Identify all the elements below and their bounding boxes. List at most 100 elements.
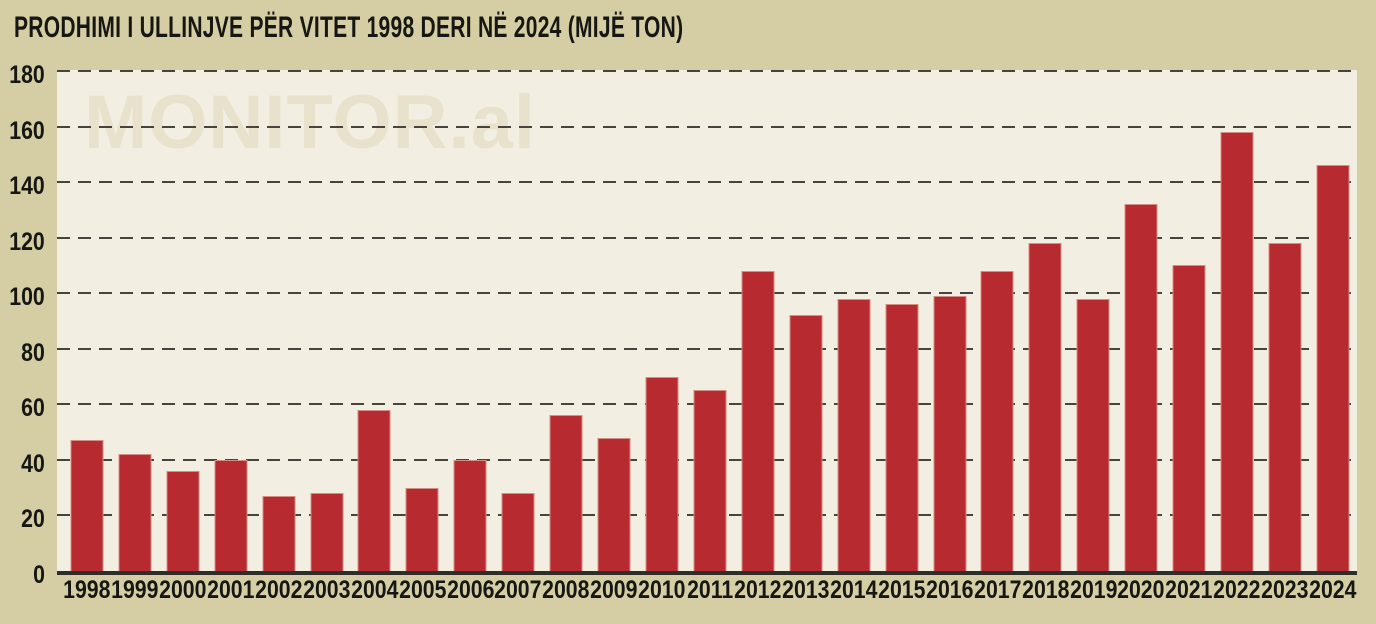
bar-2018 <box>1028 243 1062 571</box>
x-axis-tick-label-2009: 2009 <box>584 576 644 604</box>
x-axis-tick-label-2005: 2005 <box>392 576 452 604</box>
x-axis-tick-text: 2009 <box>590 576 638 604</box>
x-axis-tick-label-2011: 2011 <box>680 576 740 604</box>
x-axis-tick-label-2004: 2004 <box>344 576 404 604</box>
x-axis-tick-text: 2020 <box>1117 576 1165 604</box>
bar-cell-2018: 2018 <box>1021 70 1069 604</box>
bar-2001 <box>214 459 248 571</box>
x-axis-tick-label-2003: 2003 <box>297 576 357 604</box>
bar-cell-2016: 2016 <box>926 70 974 604</box>
x-axis-tick-label-2014: 2014 <box>824 576 884 604</box>
x-axis-tick-label-2021: 2021 <box>1159 576 1219 604</box>
bar-cell-2017: 2017 <box>974 70 1022 604</box>
bar-cell-2020: 2020 <box>1117 70 1165 604</box>
bar-2014 <box>837 298 871 571</box>
x-axis-tick-text: 2023 <box>1261 576 1309 604</box>
x-axis-tick-text: 1998 <box>63 576 111 604</box>
bar-2000 <box>166 471 200 571</box>
bar-1998 <box>70 440 104 571</box>
x-axis-tick-label-2008: 2008 <box>536 576 596 604</box>
bar-2005 <box>405 487 439 571</box>
x-axis-tick-text: 2015 <box>877 576 926 604</box>
bar-2020 <box>1124 204 1158 571</box>
bar-2016 <box>933 296 967 571</box>
x-axis-tick-text: 2013 <box>782 576 830 604</box>
bar-cell-2015: 2015 <box>878 70 926 604</box>
x-axis-tick-text: 2005 <box>398 576 447 604</box>
x-axis-tick-text: 2008 <box>542 576 590 604</box>
x-axis-tick-label-2013: 2013 <box>776 576 836 604</box>
x-axis-tick-label-2010: 2010 <box>632 576 692 604</box>
bar-cell-2001: 2001 <box>207 70 255 604</box>
x-axis-tick-text: 2012 <box>734 576 782 604</box>
bar-2008 <box>549 415 583 571</box>
x-axis-tick-text: 2006 <box>446 576 494 604</box>
x-axis-tick-label-1998: 1998 <box>57 576 117 604</box>
y-axis: 0 20 40 60 80 100 120 140 160 180 <box>0 61 45 589</box>
y-axis-tick-label-180: 180 <box>0 60 45 90</box>
y-axis-tick-text: 0 <box>33 561 45 589</box>
bar-cell-2011: 2011 <box>686 70 734 604</box>
x-axis-tick-text: 2014 <box>830 576 878 604</box>
y-axis-tick-label-160: 160 <box>0 116 45 146</box>
y-axis-tick-label-20: 20 <box>0 504 45 534</box>
bar-2006 <box>453 459 487 571</box>
bar-cell-1999: 1999 <box>111 70 159 604</box>
plot-area: MONITOR.al 1998 1999 2000 2001 2002 2003 2004 2… <box>57 70 1357 604</box>
x-axis-tick-text: 2004 <box>350 576 399 604</box>
y-axis-tick-label-100: 100 <box>0 282 45 312</box>
bar-2019 <box>1076 298 1110 571</box>
bar-2009 <box>597 437 631 571</box>
x-axis-tick-label-2023: 2023 <box>1255 576 1315 604</box>
y-axis-tick-label-140: 140 <box>0 171 45 201</box>
bar-2010 <box>645 376 679 571</box>
x-axis-tick-text: 2000 <box>159 576 207 604</box>
bar-cell-2004: 2004 <box>351 70 399 604</box>
bar-cell-2003: 2003 <box>303 70 351 604</box>
bar-cell-2008: 2008 <box>542 70 590 604</box>
bar-cell-2002: 2002 <box>255 70 303 604</box>
chart-title: PRODHIMI I ULLINJVE PËR VITET 1998 DERI … <box>14 10 970 46</box>
bar-2004 <box>357 409 391 571</box>
bar-cell-2006: 2006 <box>446 70 494 604</box>
x-axis-tick-text: 2018 <box>1021 576 1070 604</box>
x-axis-tick-text: 2021 <box>1165 576 1213 604</box>
bar-cell-2005: 2005 <box>398 70 446 604</box>
y-axis-tick-label-60: 60 <box>0 393 45 423</box>
x-axis-tick-text: 2003 <box>302 576 351 604</box>
bar-2003 <box>310 493 344 571</box>
bar-cell-2010: 2010 <box>638 70 686 604</box>
x-axis-tick-label-2018: 2018 <box>1015 576 1075 604</box>
y-axis-tick-label-80: 80 <box>0 338 45 368</box>
x-axis-tick-label-2017: 2017 <box>967 576 1027 604</box>
x-axis-tick-label-2000: 2000 <box>153 576 213 604</box>
x-axis-tick-text: 2010 <box>638 576 686 604</box>
x-axis-tick-label-2024: 2024 <box>1303 576 1363 604</box>
gridline-100 <box>57 292 1357 295</box>
bar-2024 <box>1316 165 1350 571</box>
x-axis-tick-text: 2016 <box>925 576 974 604</box>
bar-cell-2012: 2012 <box>734 70 782 604</box>
x-axis-tick-text: 2011 <box>686 576 733 604</box>
bar-2007 <box>501 493 535 571</box>
y-axis-tick-text: 160 <box>9 116 45 145</box>
x-axis-tick-label-2001: 2001 <box>201 576 261 604</box>
bar-2002 <box>262 496 296 571</box>
y-axis-tick-text: 40 <box>21 449 45 478</box>
y-axis-tick-text: 80 <box>21 338 45 367</box>
x-axis-tick-label-2019: 2019 <box>1063 576 1123 604</box>
y-axis-tick-text: 100 <box>9 283 45 312</box>
bar-2013 <box>789 315 823 571</box>
x-axis-tick-text: 2019 <box>1069 576 1117 604</box>
x-axis-tick-text: 2001 <box>207 576 255 604</box>
gridline-180 <box>57 70 1357 72</box>
bar-cell-2024: 2024 <box>1309 70 1357 604</box>
x-axis-tick-text: 1999 <box>111 576 159 604</box>
x-axis-tick-text: 2017 <box>973 576 1022 604</box>
x-axis-tick-label-2020: 2020 <box>1111 576 1171 604</box>
x-axis-tick-label-2006: 2006 <box>440 576 500 604</box>
x-axis-tick-label-1999: 1999 <box>105 576 165 604</box>
y-axis-tick-text: 120 <box>9 227 45 256</box>
bar-2021 <box>1172 265 1206 571</box>
